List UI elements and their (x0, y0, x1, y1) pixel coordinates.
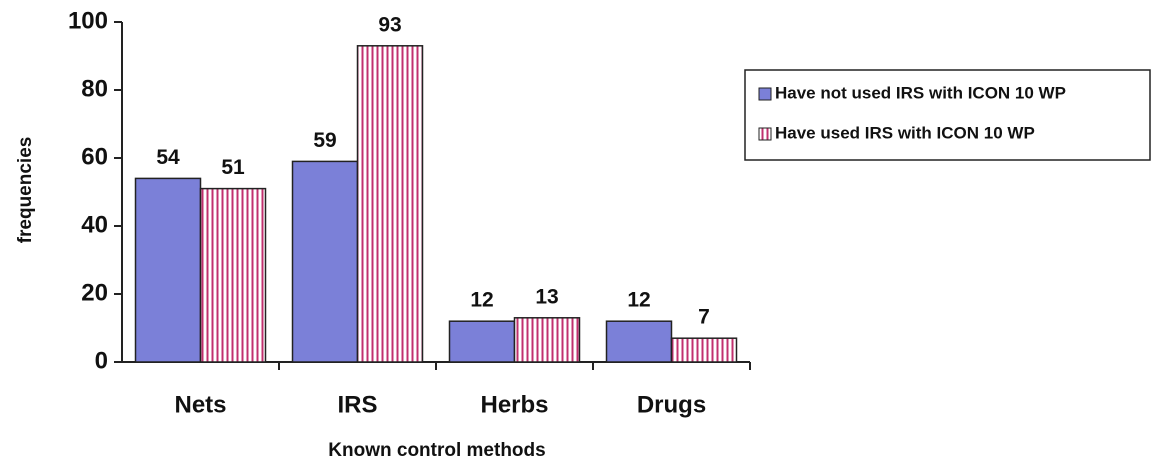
y-tick-label: 20 (81, 279, 108, 306)
data-label: 93 (378, 13, 401, 36)
data-label: 51 (221, 156, 245, 179)
bar (605, 320, 673, 363)
x-axis-title: Known control methods (328, 440, 545, 461)
x-tick-label: IRS (337, 391, 377, 418)
x-tick-label: Herbs (480, 391, 548, 418)
y-axis-title: frequencies (15, 137, 36, 244)
y-tick-label: 60 (81, 143, 108, 170)
bar (291, 160, 359, 363)
data-label: 54 (156, 146, 180, 169)
y-tick-label: 100 (68, 7, 108, 34)
y-tick-label: 80 (81, 75, 108, 102)
data-label: 13 (535, 285, 558, 308)
legend-swatch (758, 87, 772, 101)
legend-label: Have used IRS with ICON 10 WP (775, 123, 1035, 142)
x-tick-label: Nets (174, 391, 226, 418)
bar (356, 45, 424, 363)
bar (199, 187, 267, 363)
data-label: 12 (627, 289, 650, 312)
y-tick-label: 40 (81, 211, 108, 238)
legend-label: Have not used IRS with ICON 10 WP (775, 83, 1066, 102)
data-label: 12 (470, 289, 493, 312)
x-tick-label: Drugs (637, 391, 706, 418)
bar (448, 320, 516, 363)
bar (670, 337, 738, 363)
y-tick-label: 0 (95, 347, 108, 374)
bar (134, 177, 202, 363)
bar (513, 317, 581, 363)
data-label: 7 (698, 306, 710, 329)
legend-swatch (758, 127, 772, 141)
data-label: 59 (313, 129, 336, 152)
legend-box (744, 69, 1151, 161)
